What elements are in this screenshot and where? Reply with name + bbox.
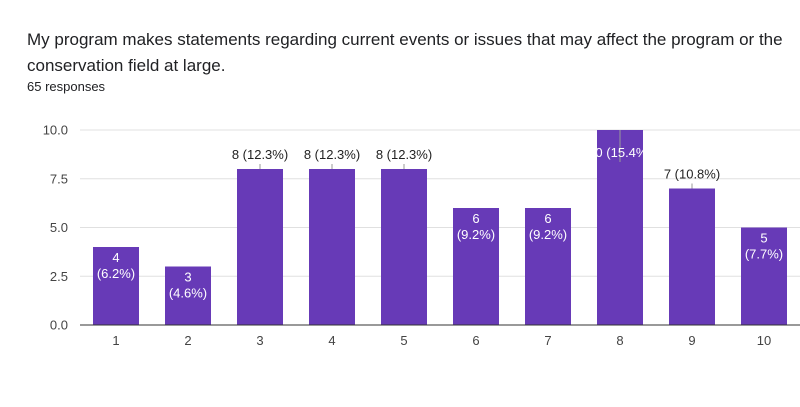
y-tick-label: 5.0 (50, 220, 68, 235)
bar (93, 247, 139, 325)
x-tick-label: 4 (328, 333, 335, 348)
data-label: 10 (15.4%) (588, 145, 652, 160)
x-tick-label: 1 (112, 333, 119, 348)
bar (741, 227, 787, 325)
data-label: 6 (9.2%) (457, 211, 495, 242)
x-tick-label: 2 (184, 333, 191, 348)
data-label: 5 (7.7%) (745, 231, 783, 262)
y-tick-label: 7.5 (50, 171, 68, 186)
x-tick-label: 6 (472, 333, 479, 348)
x-tick-label: 9 (688, 333, 695, 348)
x-tick-label: 5 (400, 333, 407, 348)
question-title: My program makes statements regarding cu… (27, 30, 783, 75)
data-label: 3 (4.6%) (169, 270, 207, 301)
data-label: 7 (10.8%) (664, 167, 720, 182)
bar (165, 266, 211, 325)
data-label: 4 (6.2%) (97, 250, 135, 281)
x-tick-label: 3 (256, 333, 263, 348)
data-label: 8 (12.3%) (232, 147, 288, 162)
y-tick-label: 10.0 (43, 123, 68, 138)
y-tick-label: 2.5 (50, 269, 68, 284)
bar (597, 130, 643, 325)
data-label: 8 (12.3%) (304, 147, 360, 162)
x-tick-label: 10 (757, 333, 771, 348)
x-tick-label: 7 (544, 333, 551, 348)
bar (669, 188, 715, 325)
y-tick-label: 0.0 (50, 318, 68, 333)
data-label: 6 (9.2%) (529, 211, 567, 242)
bar (453, 208, 499, 325)
bar (381, 169, 427, 325)
response-count: 65 responses (27, 79, 106, 94)
bar (525, 208, 571, 325)
data-label: 8 (12.3%) (376, 147, 432, 162)
x-tick-label: 8 (616, 333, 623, 348)
bar (309, 169, 355, 325)
bar (237, 169, 283, 325)
